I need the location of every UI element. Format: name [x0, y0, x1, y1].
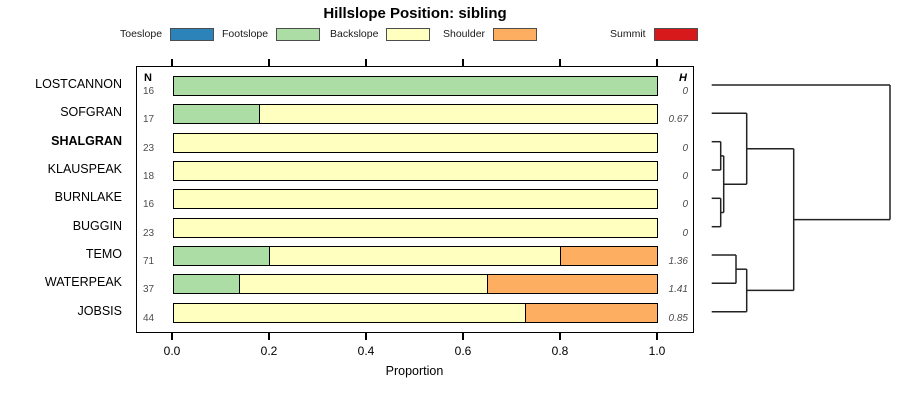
n-value: 17 [143, 114, 155, 126]
stacked-bar-klauspeak [173, 160, 658, 181]
legend-label: Footslope [222, 28, 269, 40]
chart-title: Hillslope Position: sibling [323, 5, 507, 22]
legend-entry-shoulder: Shoulder [443, 26, 538, 42]
n-value: 44 [143, 312, 155, 324]
n-value: 16 [143, 199, 155, 211]
top-tick [365, 59, 367, 66]
legend-swatch-footslope [276, 27, 321, 41]
row-label-klauspeak: KLAUSPEAK [47, 161, 122, 176]
bar-segment-backslope [174, 133, 657, 152]
n-value: 37 [143, 284, 155, 296]
x-tick-label: 1.0 [648, 344, 666, 358]
row-label-jobsis: JOBSIS [77, 303, 122, 318]
legend-swatch-backslope [386, 27, 431, 41]
x-tick-label: 0.2 [260, 344, 278, 358]
bottom-tick [559, 333, 561, 340]
bar-segment-footslope [174, 105, 259, 124]
shannon-h-value: 0.85 [668, 312, 688, 324]
x-axis-title: Proportion [385, 364, 444, 378]
plot-area: N H 16 0 17 0.67 23 0 18 0 16 0 23 0 71 1.36 37 1.41 44 0… [136, 66, 694, 333]
legend-entry-toeslope: Toeslope [120, 26, 215, 42]
legend-entry-footslope: Footslope [222, 26, 321, 42]
stacked-bar-jobsis [173, 302, 658, 323]
n-value: 23 [143, 227, 155, 239]
n-value: 23 [143, 142, 155, 154]
top-tick [559, 59, 561, 66]
row-label-shalgran: SHALGRAN [51, 133, 122, 148]
legend-label: Toeslope [120, 28, 163, 40]
row-label-waterpeak: WATERPEAK [44, 275, 122, 290]
n-column-header: N [144, 72, 152, 84]
stacked-bar-lostcannon [173, 76, 658, 96]
bottom-tick [268, 333, 270, 340]
h-column-header: H [679, 72, 687, 84]
row-label-burnlake: BURNLAKE [54, 190, 122, 205]
stacked-bar-temo [173, 245, 658, 266]
bar-segment-backslope [259, 105, 657, 124]
stacked-bar-waterpeak [173, 274, 658, 295]
legend-label: Summit [610, 28, 646, 40]
stacked-bar-sofgran [173, 104, 658, 125]
x-tick-label: 0.6 [454, 344, 472, 358]
legend-label: Shoulder [443, 28, 486, 40]
row-label-lostcannon: LOSTCANNON [35, 77, 122, 91]
legend-swatch-shoulder [493, 27, 538, 41]
row-label-buggin: BUGGIN [72, 218, 122, 233]
bar-segment-footslope [174, 246, 270, 265]
stacked-bar-burnlake [173, 189, 658, 210]
row-label-sofgran: SOFGRAN [60, 105, 122, 120]
shannon-h-value: 0 [682, 227, 688, 239]
bar-segment-backslope [269, 246, 561, 265]
bottom-tick [365, 333, 367, 340]
stacked-bar-shalgran [173, 132, 658, 153]
legend-entry-backslope: Backslope [330, 26, 431, 42]
cluster-dendrogram [711, 84, 891, 313]
bar-segment-backslope [174, 161, 657, 180]
bar-segment-backslope [239, 275, 488, 294]
bar-segment-shoulder [525, 303, 657, 322]
legend-swatch-toeslope [170, 27, 215, 41]
legend-entry-summit: Summit [610, 26, 698, 42]
bar-segment-backslope [174, 190, 657, 209]
bar-segment-shoulder [560, 246, 657, 265]
top-tick [171, 59, 173, 66]
top-tick [268, 59, 270, 66]
shannon-h-value: 0.67 [668, 114, 688, 126]
shannon-h-value: 0 [682, 199, 688, 211]
bar-segment-footslope [174, 77, 657, 95]
x-tick-label: 0.4 [357, 344, 375, 358]
bottom-tick [171, 333, 173, 340]
bar-segment-backslope [174, 303, 526, 322]
bar-segment-backslope [174, 218, 657, 237]
top-tick [656, 59, 658, 66]
shannon-h-value: 0 [682, 142, 688, 154]
bar-segment-footslope [174, 275, 240, 294]
stacked-bar-buggin [173, 217, 658, 238]
bottom-tick [656, 333, 658, 340]
x-tick-label: 0.8 [551, 344, 569, 358]
n-value: 16 [143, 86, 155, 97]
legend-label: Backslope [330, 28, 379, 40]
shannon-h-value: 1.36 [668, 255, 688, 267]
n-value: 71 [143, 255, 155, 267]
shannon-h-value: 0 [682, 170, 688, 182]
legend-swatch-summit [653, 27, 698, 41]
x-tick-label: 0.0 [163, 344, 181, 358]
row-label-temo: TEMO [85, 246, 122, 261]
bar-segment-shoulder [487, 275, 657, 294]
n-value: 18 [143, 170, 155, 182]
bottom-tick [462, 333, 464, 340]
top-tick [462, 59, 464, 66]
shannon-h-value: 1.41 [668, 284, 688, 296]
shannon-h-value: 0 [682, 86, 688, 97]
